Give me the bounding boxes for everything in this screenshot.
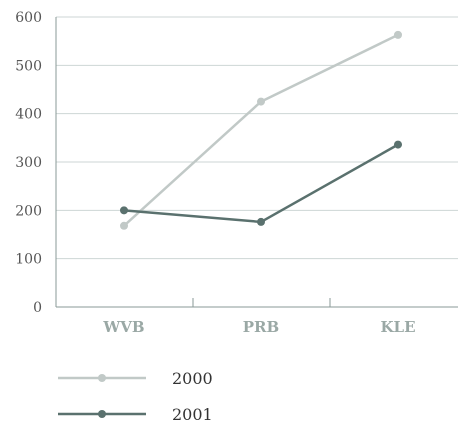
data-point-2000-WVB <box>120 221 128 230</box>
x-tick-label: PRB <box>243 318 279 336</box>
legend-item-2001: 2001 <box>58 405 213 424</box>
legend: 2000 2001 <box>58 369 213 424</box>
y-tick-label: 0 <box>33 300 42 316</box>
data-point-2000-PRB <box>257 97 265 106</box>
x-tick-label: WVB <box>102 318 144 336</box>
legend-swatch-marker <box>98 374 106 382</box>
y-tick-label: 100 <box>15 252 42 268</box>
y-tick-label: 200 <box>15 203 42 219</box>
y-tick-label: 400 <box>15 107 42 123</box>
series-line-2000 <box>123 33 399 227</box>
y-axis-tick-labels: 0 100 200 300 400 500 600 <box>15 10 42 316</box>
legend-swatch-marker <box>98 410 106 418</box>
series-lines <box>120 30 402 230</box>
data-point-2001-WVB <box>120 206 128 215</box>
data-point-2001-KLE <box>394 140 402 149</box>
x-tick-label: KLE <box>380 318 415 336</box>
data-point-2001-PRB <box>257 217 265 226</box>
y-tick-label: 300 <box>15 155 42 171</box>
y-tick-label: 500 <box>15 58 42 74</box>
y-tick-label: 600 <box>15 10 42 26</box>
axes <box>55 17 458 308</box>
legend-label: 2000 <box>172 369 213 388</box>
x-axis-tick-labels: WVB PRB KLE <box>102 318 415 336</box>
legend-label: 2001 <box>172 405 213 424</box>
data-point-2000-KLE <box>394 30 402 39</box>
legend-item-2000: 2000 <box>58 369 213 388</box>
